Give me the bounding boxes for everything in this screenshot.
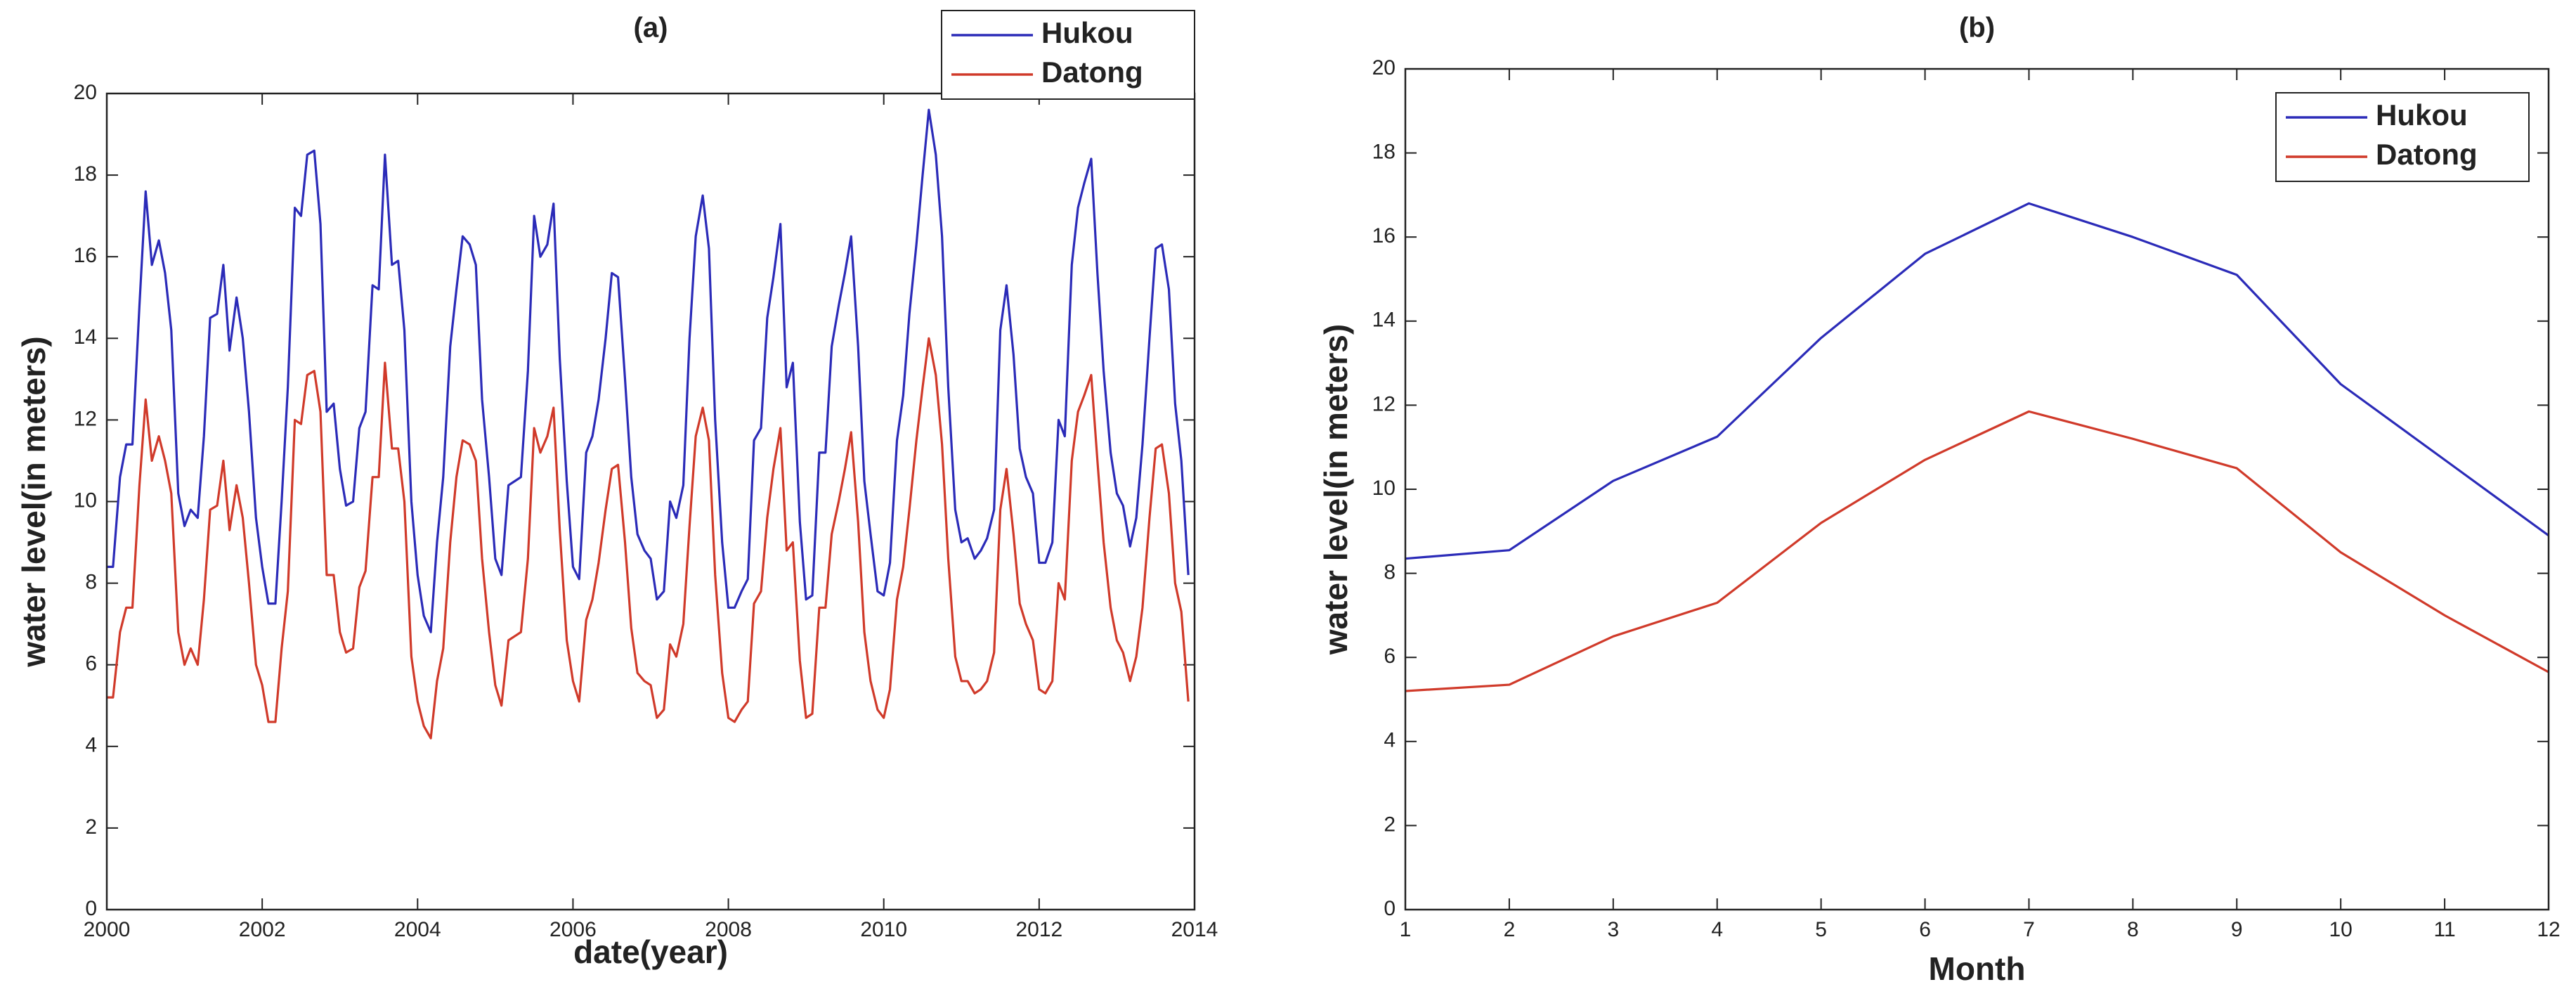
y-tick-label: 6 <box>85 652 97 676</box>
x-tick-label: 2 <box>1504 918 1516 941</box>
legend-label: Hukou <box>1041 16 1133 49</box>
y-tick-label: 6 <box>1384 645 1396 668</box>
x-tick-label: 10 <box>2329 918 2352 941</box>
y-tick-label: 20 <box>1372 56 1396 79</box>
legend-label: Datong <box>2376 138 2478 171</box>
legend-box <box>941 10 1195 100</box>
x-tick-label: 3 <box>1607 918 1619 941</box>
y-tick-label: 0 <box>1384 897 1396 920</box>
x-tick-label: 4 <box>1711 918 1723 941</box>
y-tick-label: 0 <box>85 897 97 920</box>
x-tick-label: 2014 <box>1171 918 1218 941</box>
x-tick-label: 2004 <box>394 918 441 941</box>
y-tick-label: 8 <box>1384 561 1396 584</box>
y-tick-label: 18 <box>74 162 97 186</box>
x-tick-label: 1 <box>1400 918 1412 941</box>
data-line <box>1405 202 2549 560</box>
y-tick-label: 2 <box>85 815 97 839</box>
x-tick-label: 2008 <box>705 918 752 941</box>
data-line <box>1405 410 2549 692</box>
y-tick-label: 2 <box>1384 813 1396 836</box>
data-line <box>107 108 1190 633</box>
x-tick-label: 12 <box>2537 918 2560 941</box>
x-tick-label: 9 <box>2231 918 2243 941</box>
y-tick-label: 18 <box>1372 141 1396 164</box>
x-tick-label: 5 <box>1815 918 1827 941</box>
x-tick-label: 7 <box>2023 918 2035 941</box>
axes-frame <box>105 92 1196 911</box>
y-tick-label: 20 <box>74 81 97 104</box>
chart-title: (a) <box>634 13 668 44</box>
y-tick-label: 14 <box>74 325 97 349</box>
y-axis-label: water level(in meters) <box>15 336 52 667</box>
y-tick-label: 8 <box>85 571 97 594</box>
chart-title: (b) <box>1959 13 1995 44</box>
legend-box <box>2275 92 2530 182</box>
x-tick-label: 2010 <box>860 918 907 941</box>
x-tick-label: 11 <box>2434 918 2456 941</box>
y-tick-label: 16 <box>74 244 97 267</box>
x-tick-label: 2012 <box>1015 918 1062 941</box>
x-tick-label: 2002 <box>239 918 286 941</box>
legend-label: Hukou <box>2376 98 2468 131</box>
y-tick-label: 4 <box>85 734 97 757</box>
data-line <box>107 337 1190 740</box>
y-tick-label: 12 <box>74 407 97 430</box>
x-axis-label: date(year) <box>573 934 728 970</box>
y-tick-label: 12 <box>1372 392 1396 415</box>
y-tick-label: 10 <box>1372 477 1396 500</box>
plot-area <box>1405 69 2549 910</box>
y-tick-label: 16 <box>1372 224 1396 247</box>
plot-area <box>107 93 1195 910</box>
y-tick-label: 10 <box>74 489 97 512</box>
y-axis-label: water level(in meters) <box>1318 324 1354 655</box>
x-axis-label: Month <box>1929 950 2026 987</box>
x-tick-label: 2006 <box>549 918 597 941</box>
x-tick-label: 2000 <box>84 918 131 941</box>
axes-frame <box>1404 67 2550 911</box>
y-tick-label: 14 <box>1372 309 1396 332</box>
legend-label: Datong <box>1041 56 1143 89</box>
x-tick-label: 6 <box>1919 918 1931 941</box>
x-tick-label: 8 <box>2127 918 2139 941</box>
y-tick-label: 4 <box>1384 729 1396 752</box>
